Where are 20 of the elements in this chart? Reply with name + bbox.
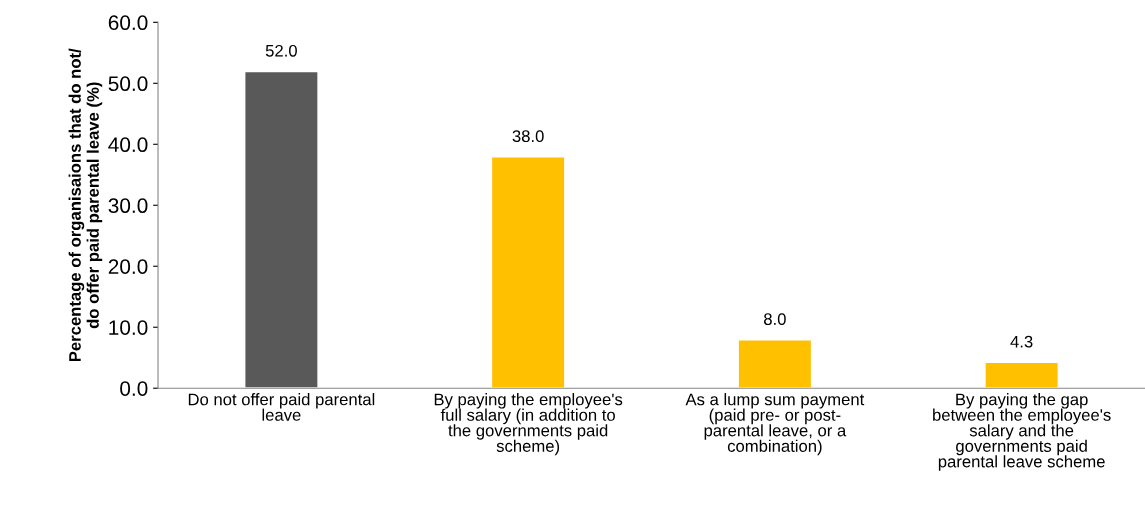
data-label: 52.0 (265, 44, 297, 57)
data-label: 4.3 (1010, 335, 1033, 348)
bar (736, 338, 813, 389)
y-axis-title: Percentage of organisaions that do not/ do offer paid parental leave (%) (68, 48, 103, 362)
y-tick-label: 0.0 (120, 381, 148, 396)
data-label: 38.0 (512, 130, 544, 143)
data-label: 8.0 (764, 313, 786, 326)
y-tick-label: 20.0 (108, 259, 148, 274)
y-tick-label: 30.0 (108, 198, 148, 214)
x-tick-label: Do not offer paid parental leave (188, 393, 375, 421)
y-tick-label: 40.0 (108, 137, 148, 153)
y-tick-label: 60.0 (108, 15, 148, 31)
bar (490, 155, 567, 389)
y-tick-label: 50.0 (108, 76, 148, 92)
bar (243, 70, 320, 389)
y-tick-label: 10.0 (109, 320, 148, 335)
x-tick-label: By paying the employee's full salary (in addition to the governments paid scheme) (434, 393, 623, 456)
bar (983, 360, 1060, 389)
x-tick-label: As a lump sum payment (paid pre- or post- parental leave, or a combination) (685, 393, 865, 456)
x-tick-label: By paying the gap between the employee's salary and the governments paid parental leave scheme (933, 393, 1111, 471)
